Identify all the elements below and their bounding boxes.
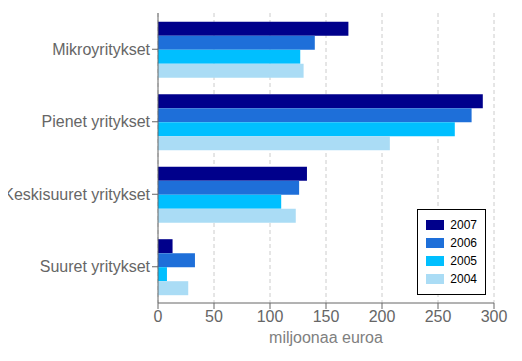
html-text:2007: 2007 xyxy=(450,218,477,232)
svg-text:Mikroyritykset: Mikroyritykset xyxy=(52,41,150,58)
svg-text:Pienet yritykset: Pienet yritykset xyxy=(42,113,151,130)
html-text:2004: 2004 xyxy=(450,272,477,286)
svg-text:200: 200 xyxy=(369,308,396,325)
html-text:2005: 2005 xyxy=(450,254,477,268)
svg-text:300: 300 xyxy=(481,308,508,325)
svg-text:0: 0 xyxy=(154,308,163,325)
svg-text:50: 50 xyxy=(205,308,223,325)
html-text:2006: 2006 xyxy=(450,236,477,250)
svg-text:Suuret yritykset: Suuret yritykset xyxy=(40,258,151,275)
svg-text:100: 100 xyxy=(257,308,284,325)
svg-text:miljoonaa euroa: miljoonaa euroa xyxy=(269,329,383,346)
svg-text:150: 150 xyxy=(313,308,340,325)
svg-text:Keskisuuret yritykset: Keskisuuret yritykset xyxy=(8,186,151,203)
svg-text:250: 250 xyxy=(425,308,452,325)
